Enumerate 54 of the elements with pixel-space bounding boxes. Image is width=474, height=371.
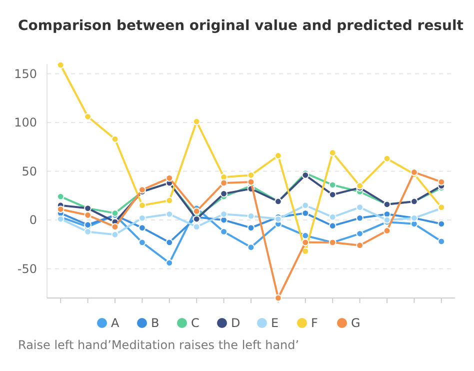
point bbox=[84, 211, 92, 219]
point bbox=[247, 178, 255, 186]
point bbox=[438, 220, 446, 228]
point bbox=[166, 196, 174, 204]
point bbox=[220, 179, 228, 187]
point bbox=[356, 214, 364, 222]
point bbox=[138, 214, 146, 222]
point bbox=[56, 206, 64, 213]
legend-label: D bbox=[231, 316, 240, 330]
point bbox=[302, 232, 310, 240]
point bbox=[328, 181, 336, 189]
point bbox=[247, 244, 255, 251]
point bbox=[302, 238, 310, 246]
point bbox=[328, 149, 336, 156]
point bbox=[302, 248, 310, 255]
y-tick-label: 150 bbox=[14, 66, 37, 81]
point bbox=[192, 118, 200, 126]
point bbox=[247, 212, 255, 220]
legend-label: A bbox=[111, 316, 120, 330]
legend-label: C bbox=[191, 316, 200, 330]
point bbox=[166, 238, 174, 246]
point bbox=[328, 190, 336, 198]
point bbox=[192, 208, 200, 215]
point bbox=[274, 294, 282, 302]
y-tick-label: 100 bbox=[14, 116, 37, 130]
point bbox=[383, 227, 391, 234]
legend-label: E bbox=[271, 316, 279, 330]
text: Raise left hand’Meditation raises the left hand’ bbox=[18, 338, 300, 352]
point bbox=[220, 228, 228, 236]
point bbox=[302, 202, 310, 210]
y-tick-label: -50 bbox=[17, 262, 37, 276]
point bbox=[166, 174, 174, 182]
point bbox=[111, 230, 119, 238]
point bbox=[328, 213, 336, 221]
legend-label: F bbox=[311, 316, 318, 330]
point bbox=[56, 192, 64, 200]
point bbox=[438, 178, 446, 186]
point bbox=[247, 224, 255, 232]
point bbox=[84, 228, 92, 236]
point bbox=[84, 112, 92, 120]
point bbox=[111, 135, 119, 143]
legend-label: G bbox=[351, 316, 360, 330]
point bbox=[138, 238, 146, 246]
chart-title: Comparison between original value and predicted result bbox=[18, 18, 464, 34]
point bbox=[438, 238, 446, 246]
legend-label: B bbox=[151, 316, 160, 330]
point bbox=[383, 154, 391, 162]
point bbox=[56, 61, 64, 69]
point bbox=[138, 202, 146, 210]
y-tick-label: 0 bbox=[29, 213, 37, 228]
point bbox=[166, 259, 174, 267]
point bbox=[138, 224, 146, 232]
y-tick-label: 50 bbox=[22, 164, 37, 178]
point bbox=[247, 171, 255, 179]
